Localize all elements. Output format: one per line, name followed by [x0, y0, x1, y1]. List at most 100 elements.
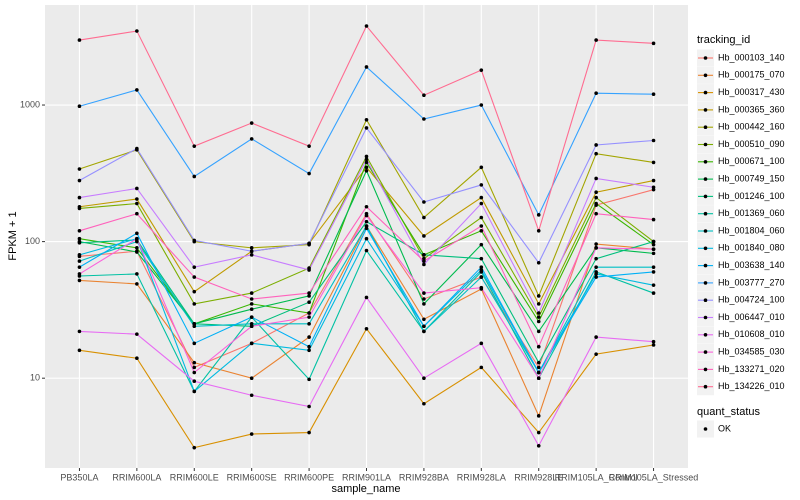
data-point [422, 324, 426, 329]
x-tick-label: RRIM928BA [399, 472, 449, 482]
legend-key-point [703, 125, 708, 129]
y-tick-label: 10 [30, 373, 40, 383]
data-point [479, 265, 484, 269]
x-tick-label: RRIM105LA_Stressed [609, 472, 699, 482]
data-point [594, 211, 598, 216]
legend-label: Hb_010608_010 [718, 329, 785, 339]
data-point [249, 302, 254, 306]
data-point [422, 262, 426, 267]
data-point [536, 311, 541, 315]
data-point [307, 144, 311, 148]
x-axis-title: sample_name [331, 483, 400, 495]
data-point [594, 352, 598, 356]
data-point [479, 365, 484, 370]
data-point [594, 151, 598, 156]
data-point [77, 253, 82, 257]
legend-key-point [703, 73, 708, 78]
data-point [135, 250, 139, 254]
data-point [594, 265, 598, 269]
data-point [594, 335, 598, 339]
data-point [536, 213, 541, 217]
data-point [594, 272, 598, 276]
legend-key-point [703, 90, 708, 95]
data-point [479, 256, 484, 261]
data-point [536, 365, 541, 370]
data-point [479, 215, 484, 220]
legend-label: Hb_034585_030 [718, 346, 785, 356]
data-point [536, 315, 541, 319]
legend-label: Hb_001246_100 [718, 191, 785, 201]
data-point [536, 344, 541, 349]
data-point [249, 246, 254, 250]
legend-key-point [703, 427, 708, 431]
data-point [135, 236, 139, 241]
data-point [77, 236, 82, 241]
data-point [651, 217, 656, 222]
data-point [135, 29, 139, 33]
data-point [422, 297, 426, 301]
legend-label: Hb_001369_060 [718, 208, 785, 218]
data-point [77, 241, 82, 245]
data-point [249, 341, 254, 346]
data-point [594, 242, 598, 246]
data-point [77, 104, 82, 109]
data-point [307, 335, 311, 339]
data-point [536, 294, 541, 298]
legend-key-point [703, 263, 708, 268]
data-point [364, 157, 369, 162]
data-point [479, 268, 484, 272]
data-point [422, 117, 426, 121]
legend-key-point [703, 194, 708, 199]
data-point [364, 24, 369, 28]
data-point [651, 339, 656, 344]
legend-title: tracking_id [697, 34, 750, 46]
data-point [135, 201, 139, 206]
legend-label: Hb_000510_090 [718, 139, 785, 149]
legend-key-point [703, 281, 708, 285]
data-point [192, 289, 197, 294]
legend-label: Hb_000317_430 [718, 87, 785, 97]
data-point [422, 253, 426, 257]
data-point [249, 393, 254, 398]
data-point [651, 247, 656, 251]
data-point [192, 144, 197, 148]
data-point [192, 238, 197, 243]
data-point [77, 228, 82, 233]
data-point [536, 228, 541, 233]
data-point [77, 348, 82, 353]
data-point [192, 324, 197, 329]
legend-key-point [703, 108, 708, 112]
data-point [536, 329, 541, 334]
legend-label: Hb_133271_020 [718, 364, 785, 374]
data-point [77, 195, 82, 200]
data-point [135, 231, 139, 236]
data-point [135, 332, 139, 336]
data-point [594, 176, 598, 181]
data-point [364, 219, 369, 224]
data-point [307, 377, 311, 382]
legend-key-point [703, 56, 708, 60]
data-point [77, 272, 82, 276]
data-point [422, 291, 426, 295]
data-point [192, 341, 197, 346]
data-point [536, 302, 541, 306]
data-point [422, 329, 426, 334]
data-point [536, 360, 541, 365]
data-point [307, 241, 311, 246]
data-point [479, 242, 484, 247]
legend: tracking_id quant_status Hb_000103_140 Hb… [697, 34, 785, 438]
data-point [77, 259, 82, 263]
data-point [651, 270, 656, 274]
data-point [77, 329, 82, 334]
x-tick-label: RRIM600PE [284, 472, 334, 482]
data-point [479, 228, 484, 233]
data-point [479, 201, 484, 206]
data-point [479, 183, 484, 187]
data-point [594, 256, 598, 261]
data-point [192, 360, 197, 365]
data-point [422, 234, 426, 238]
data-point [192, 365, 197, 370]
x-tick-label: PB350LA [60, 472, 98, 482]
data-point [651, 265, 656, 269]
